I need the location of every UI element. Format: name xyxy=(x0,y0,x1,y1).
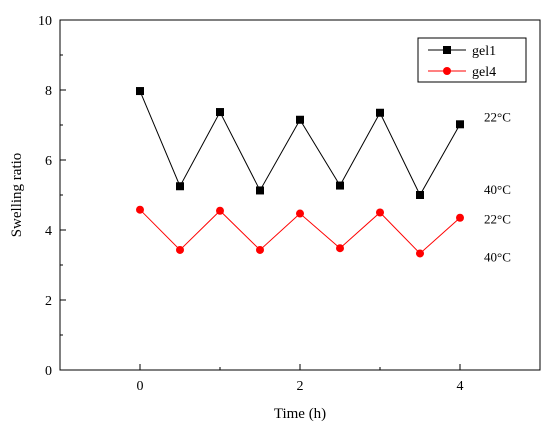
x-axis-label: Time (h) xyxy=(274,406,326,422)
legend-marker-gel1 xyxy=(443,46,451,54)
data-point-gel1 xyxy=(336,181,344,190)
legend: gel1 gel4 xyxy=(417,37,527,83)
data-point-gel1 xyxy=(416,191,424,199)
legend-marker-gel4 xyxy=(443,67,451,75)
x-tick-label: 4 xyxy=(457,379,464,394)
legend-box xyxy=(417,37,527,83)
y-tick-label: 8 xyxy=(45,84,52,99)
temperature-annotation: 40°C xyxy=(484,182,511,197)
data-point-gel4 xyxy=(376,208,384,217)
y-tick-label: 2 xyxy=(45,294,52,309)
temperature-annotation: 40°C xyxy=(484,249,511,264)
data-point-gel1 xyxy=(136,87,144,96)
data-point-gel1 xyxy=(256,186,264,195)
annotations: 22°C 40°C 22°C 40°C xyxy=(484,109,511,264)
y-tick-label: 6 xyxy=(45,154,52,169)
data-point-gel1 xyxy=(296,115,304,124)
data-point-gel4 xyxy=(216,206,224,215)
data-point-gel4 xyxy=(256,245,264,254)
y-axis-ticks: 0 2 4 6 8 10 xyxy=(38,14,66,379)
series-layer xyxy=(136,87,464,258)
data-point-gel1 xyxy=(176,182,184,191)
y-axis-label: Swelling ratio xyxy=(9,153,25,238)
x-tick-label: 2 xyxy=(297,379,304,394)
data-point-gel1 xyxy=(216,108,224,117)
data-point-gel1 xyxy=(456,120,464,129)
legend-label-gel1: gel1 xyxy=(472,44,496,59)
data-point-gel4 xyxy=(136,205,144,214)
data-point-gel4 xyxy=(456,213,464,222)
data-point-gel4 xyxy=(296,209,304,218)
x-axis-ticks: 0 2 4 xyxy=(59,364,541,394)
data-point-gel1 xyxy=(376,108,384,117)
temperature-annotation: 22°C xyxy=(484,212,511,227)
y-tick-label: 4 xyxy=(45,224,52,239)
x-tick-label: 0 xyxy=(137,379,144,394)
temperature-annotation: 22°C xyxy=(484,109,511,124)
y-tick-label: 0 xyxy=(45,364,52,379)
y-tick-label: 10 xyxy=(38,14,52,29)
data-point-gel4 xyxy=(416,249,424,258)
data-point-gel4 xyxy=(176,245,184,254)
series-line-gel1 xyxy=(139,90,461,197)
legend-label-gel4: gel4 xyxy=(472,65,496,80)
data-point-gel4 xyxy=(336,244,344,253)
